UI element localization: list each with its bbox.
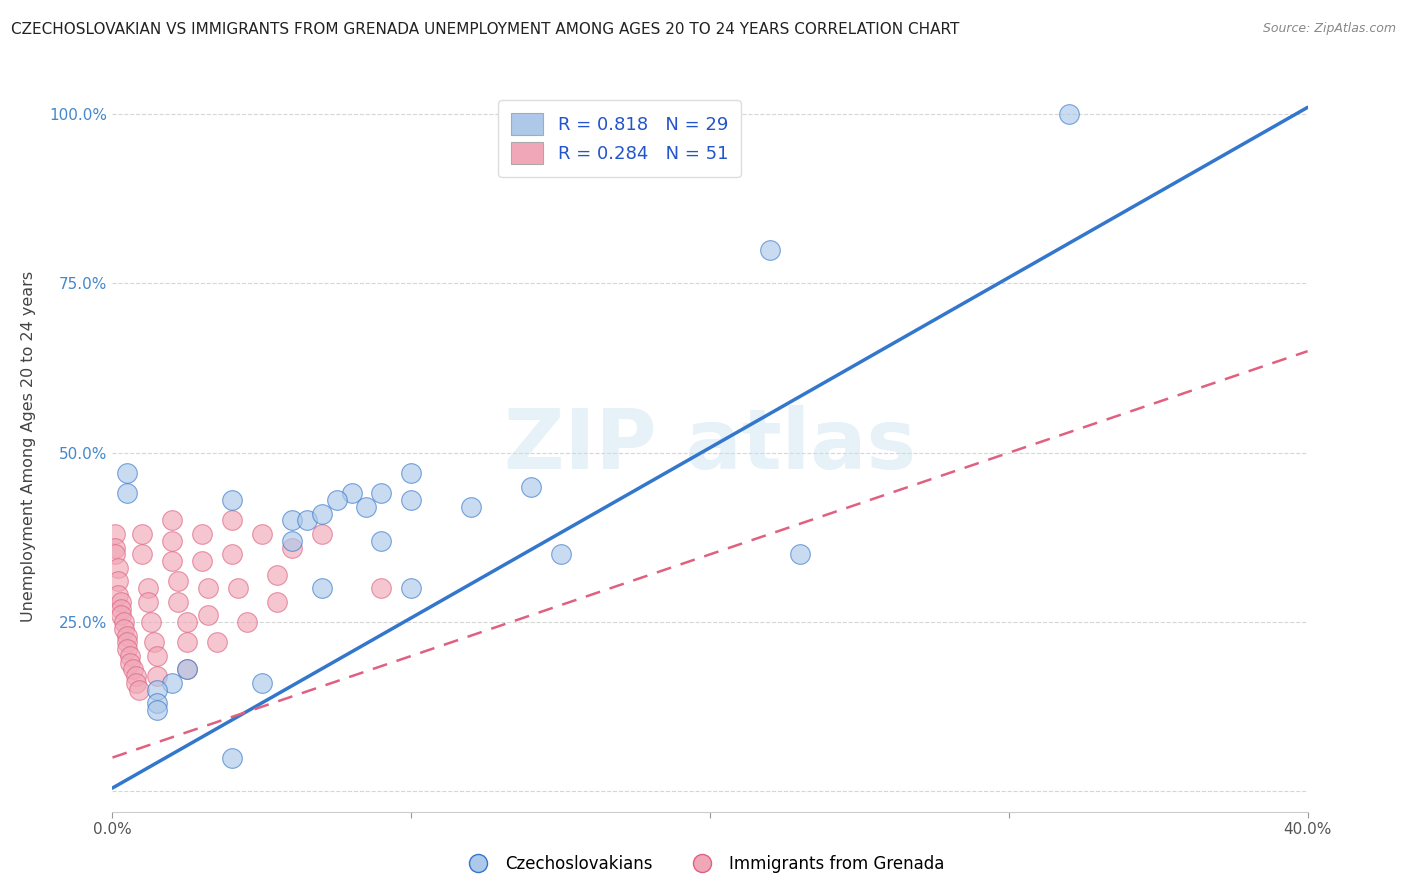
Point: [131, 527, 153, 541]
Point: [120, 656, 142, 670]
Point: [191, 527, 214, 541]
Point: [221, 493, 243, 508]
Point: [107, 574, 129, 589]
Point: [789, 547, 811, 561]
Point: [146, 703, 169, 717]
Point: [162, 554, 183, 568]
Point: [141, 615, 163, 629]
Point: [162, 514, 183, 528]
Point: [114, 622, 135, 636]
Point: [176, 615, 198, 629]
Point: [295, 514, 318, 528]
Point: [167, 574, 190, 589]
Point: [104, 527, 127, 541]
Text: ZIP atlas: ZIP atlas: [503, 406, 917, 486]
Point: [125, 669, 148, 683]
Point: [460, 500, 482, 514]
Point: [311, 527, 333, 541]
Point: [370, 581, 392, 595]
Legend: R = 0.818   N = 29, R = 0.284   N = 51: R = 0.818 N = 29, R = 0.284 N = 51: [498, 100, 741, 177]
Point: [401, 466, 423, 480]
Point: [104, 541, 127, 555]
Point: [221, 514, 243, 528]
Point: [138, 581, 160, 595]
Point: [197, 581, 219, 595]
Point: [311, 581, 333, 595]
Point: [266, 567, 288, 582]
Point: [221, 547, 243, 561]
Point: [325, 493, 347, 508]
Y-axis label: Unemployment Among Ages 20 to 24 years: Unemployment Among Ages 20 to 24 years: [21, 270, 35, 622]
Point: [146, 682, 169, 697]
Point: [110, 601, 132, 615]
Point: [221, 750, 243, 764]
Point: [146, 669, 169, 683]
Point: [117, 642, 139, 657]
Point: [110, 595, 132, 609]
Point: [107, 588, 129, 602]
Point: [197, 608, 219, 623]
Point: [520, 480, 543, 494]
Point: [340, 486, 363, 500]
Point: [759, 243, 782, 257]
Point: [128, 682, 150, 697]
Point: [401, 581, 423, 595]
Point: [143, 635, 166, 649]
Point: [138, 595, 160, 609]
Point: [191, 554, 214, 568]
Text: CZECHOSLOVAKIAN VS IMMIGRANTS FROM GRENADA UNEMPLOYMENT AMONG AGES 20 TO 24 YEAR: CZECHOSLOVAKIAN VS IMMIGRANTS FROM GRENA…: [11, 22, 960, 37]
Point: [370, 486, 392, 500]
Point: [117, 635, 139, 649]
Point: [146, 648, 169, 663]
Point: [281, 541, 304, 555]
Point: [117, 466, 139, 480]
Point: [162, 676, 183, 690]
Point: [281, 514, 304, 528]
Point: [110, 608, 132, 623]
Point: [236, 615, 259, 629]
Point: [401, 493, 423, 508]
Point: [250, 676, 273, 690]
Point: [125, 676, 148, 690]
Point: [550, 547, 572, 561]
Point: [107, 561, 129, 575]
Point: [146, 697, 169, 711]
Point: [176, 663, 198, 677]
Text: Source: ZipAtlas.com: Source: ZipAtlas.com: [1263, 22, 1396, 36]
Point: [370, 533, 392, 548]
Point: [117, 486, 139, 500]
Point: [226, 581, 249, 595]
Point: [205, 635, 228, 649]
Point: [122, 663, 145, 677]
Point: [120, 648, 142, 663]
Point: [131, 547, 153, 561]
Point: [104, 547, 127, 561]
Point: [162, 533, 183, 548]
Point: [1057, 107, 1080, 121]
Point: [311, 507, 333, 521]
Point: [281, 533, 304, 548]
Point: [266, 595, 288, 609]
Point: [356, 500, 378, 514]
Legend: Czechoslovakians, Immigrants from Grenada: Czechoslovakians, Immigrants from Grenad…: [456, 848, 950, 880]
Point: [114, 615, 135, 629]
Point: [176, 635, 198, 649]
Point: [167, 595, 190, 609]
Point: [250, 527, 273, 541]
Point: [117, 629, 139, 643]
Point: [176, 663, 198, 677]
